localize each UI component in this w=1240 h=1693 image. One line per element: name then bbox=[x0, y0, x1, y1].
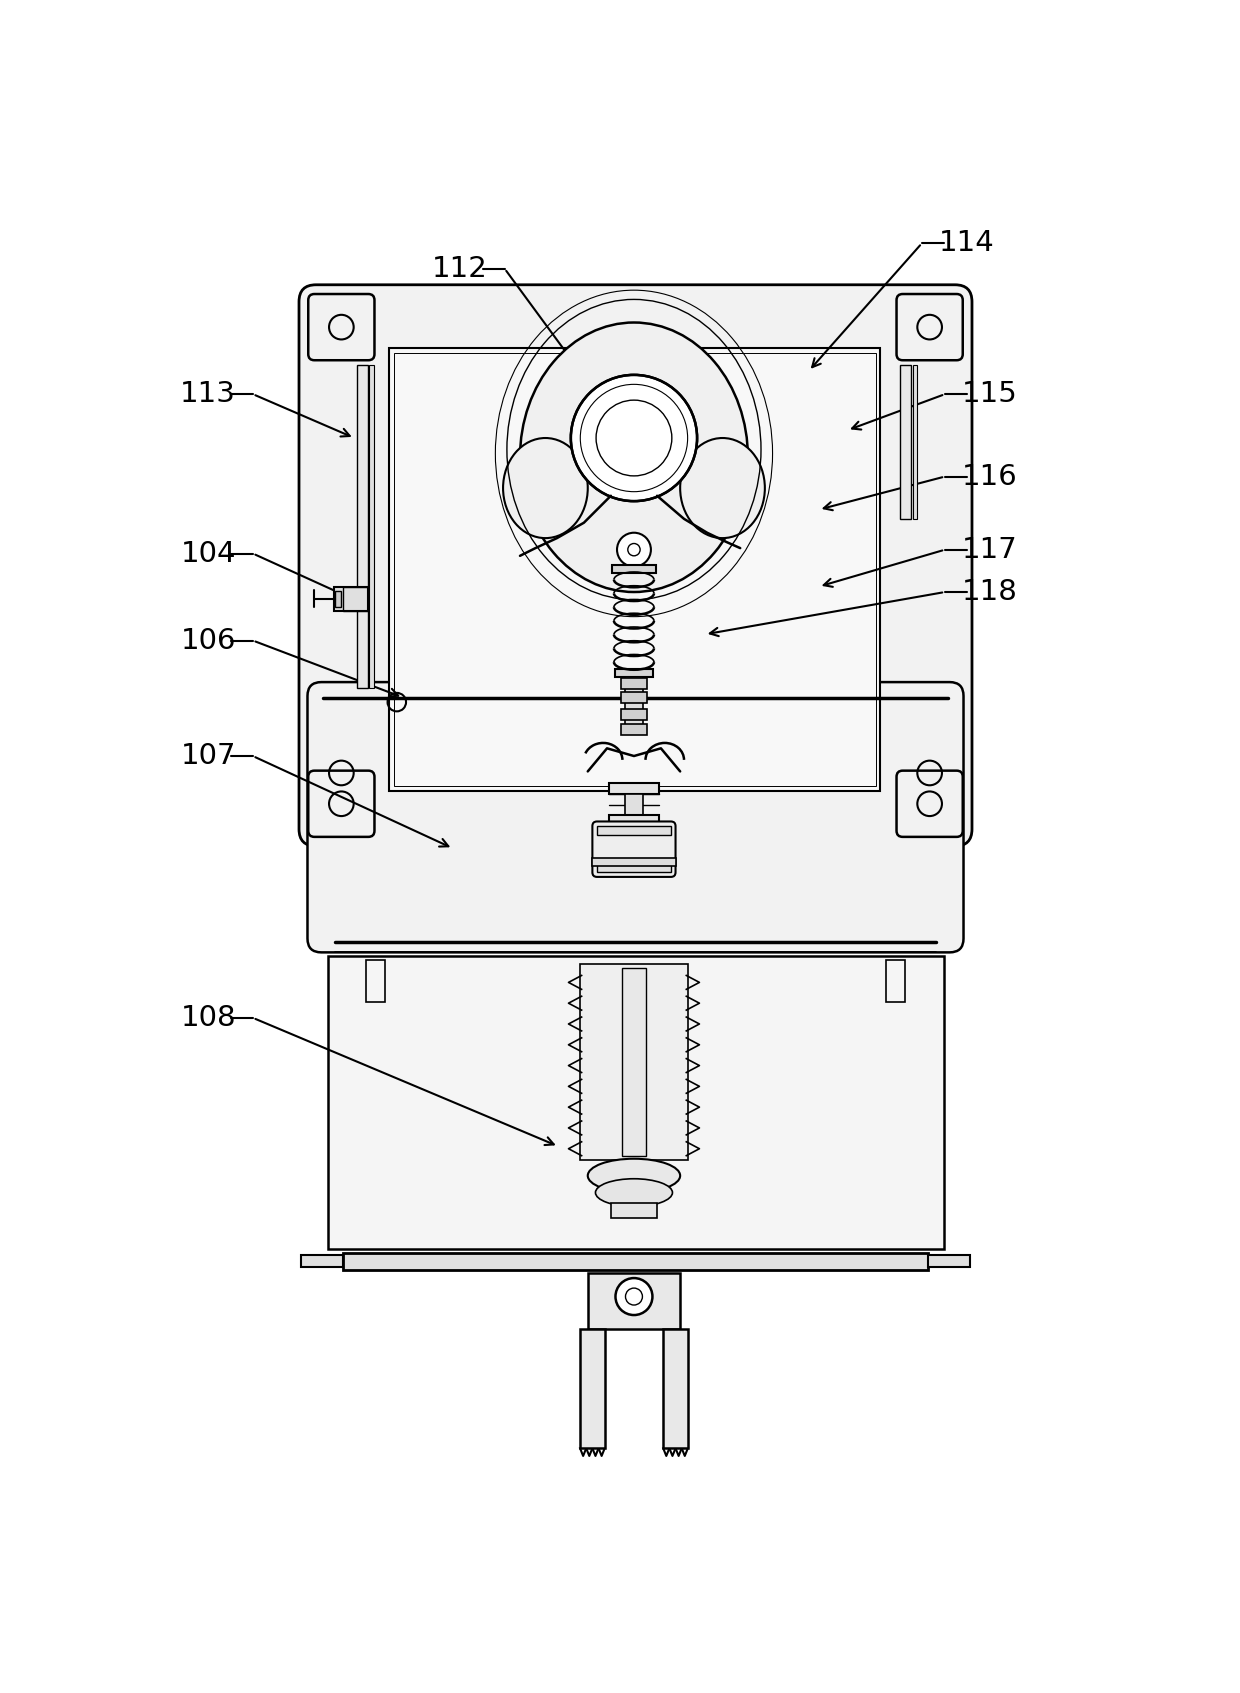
Bar bbox=[335, 591, 341, 606]
Bar bbox=[613, 565, 656, 572]
Text: 107: 107 bbox=[180, 742, 236, 770]
Text: 106: 106 bbox=[180, 626, 236, 655]
Bar bbox=[327, 957, 944, 1249]
Ellipse shape bbox=[503, 438, 588, 538]
Bar bbox=[621, 679, 647, 689]
Bar bbox=[621, 725, 647, 735]
Bar bbox=[885, 960, 905, 1002]
Ellipse shape bbox=[520, 322, 748, 593]
Bar bbox=[394, 352, 875, 786]
Bar bbox=[625, 794, 644, 816]
Bar bbox=[370, 366, 373, 689]
FancyBboxPatch shape bbox=[897, 770, 962, 836]
Bar bbox=[343, 586, 367, 611]
FancyBboxPatch shape bbox=[897, 295, 962, 361]
Text: 113: 113 bbox=[180, 381, 236, 408]
Bar bbox=[622, 968, 646, 1156]
FancyBboxPatch shape bbox=[299, 284, 972, 846]
Bar bbox=[588, 1273, 681, 1329]
Text: 116: 116 bbox=[962, 462, 1018, 491]
Ellipse shape bbox=[588, 1158, 681, 1192]
Text: 114: 114 bbox=[939, 229, 994, 257]
Circle shape bbox=[615, 1278, 652, 1315]
Text: 115: 115 bbox=[962, 381, 1018, 408]
Bar bbox=[609, 816, 658, 826]
Text: 108: 108 bbox=[180, 1004, 236, 1031]
Circle shape bbox=[618, 533, 651, 567]
FancyBboxPatch shape bbox=[309, 295, 374, 361]
Bar bbox=[591, 858, 676, 867]
Bar bbox=[580, 963, 688, 1160]
Bar bbox=[366, 960, 386, 1002]
Ellipse shape bbox=[595, 1178, 672, 1207]
Text: 118: 118 bbox=[962, 577, 1018, 606]
Text: 117: 117 bbox=[962, 535, 1018, 564]
Bar bbox=[913, 366, 918, 518]
Bar bbox=[343, 1253, 928, 1270]
Bar bbox=[611, 1202, 657, 1217]
Bar bbox=[625, 677, 644, 731]
Bar bbox=[663, 1329, 688, 1448]
Circle shape bbox=[570, 374, 697, 501]
Text: 112: 112 bbox=[432, 254, 487, 283]
FancyBboxPatch shape bbox=[593, 821, 676, 877]
Bar bbox=[596, 826, 671, 835]
Bar bbox=[580, 1329, 605, 1448]
Bar bbox=[615, 669, 653, 677]
Bar bbox=[928, 1255, 971, 1268]
Bar bbox=[334, 586, 367, 611]
Bar bbox=[389, 349, 880, 791]
Bar bbox=[357, 366, 367, 689]
FancyBboxPatch shape bbox=[308, 682, 963, 953]
Bar bbox=[621, 692, 647, 703]
Bar bbox=[596, 863, 671, 872]
Bar bbox=[900, 366, 911, 518]
Ellipse shape bbox=[681, 438, 765, 538]
Bar bbox=[621, 709, 647, 720]
FancyBboxPatch shape bbox=[309, 770, 374, 836]
Bar bbox=[609, 782, 658, 794]
Bar bbox=[300, 1255, 343, 1268]
Text: 104: 104 bbox=[180, 540, 236, 567]
